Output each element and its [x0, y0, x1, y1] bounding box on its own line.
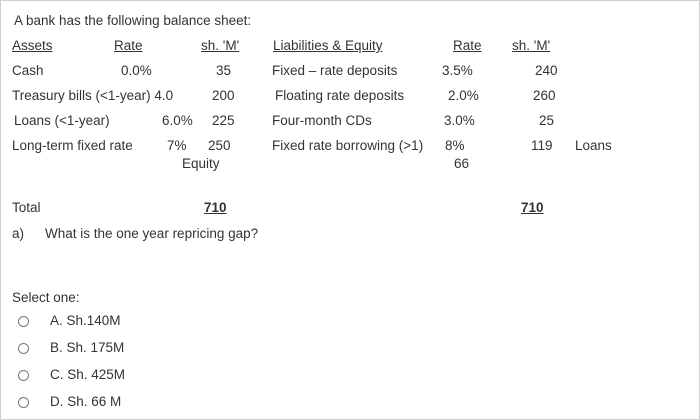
liability-name: Floating rate deposits: [275, 88, 405, 103]
asset-name: Long-term fixed rate: [12, 138, 133, 153]
asset-name: Treasury bills (<1-year) 4.0: [12, 88, 174, 103]
header-sh-left: sh. 'M': [201, 38, 240, 53]
liability-amount: 260: [533, 88, 556, 103]
asset-rate: 0.0%: [121, 63, 152, 78]
header-rate-left: Rate: [114, 38, 143, 53]
liability-amount: 240: [535, 63, 558, 78]
option-d-radio[interactable]: [18, 397, 29, 408]
asset-name: Cash: [12, 63, 44, 78]
header-liabilities: Liabilities & Equity: [273, 38, 383, 53]
asset-amount: 200: [212, 88, 235, 103]
total-assets: 710: [204, 200, 227, 215]
question-intro: A bank has the following balance sheet:: [14, 13, 252, 28]
liability-name: Fixed – rate deposits: [272, 63, 398, 78]
row-note: Loans: [575, 138, 612, 153]
equity-value: 66: [454, 156, 470, 171]
liability-name: Four-month CDs: [272, 113, 372, 128]
header-sh-right: sh. 'M': [512, 38, 551, 53]
select-prompt: Select one:: [12, 290, 80, 305]
liability-rate: 3.0%: [444, 113, 475, 128]
header-assets: Assets: [12, 38, 53, 53]
option-b-label[interactable]: B. Sh. 175M: [50, 340, 125, 355]
liability-rate: 3.5%: [442, 63, 473, 78]
option-a-label[interactable]: A. Sh.140M: [50, 313, 121, 328]
option-c-label[interactable]: C. Sh. 425M: [50, 367, 126, 382]
option-a-radio[interactable]: [18, 316, 29, 327]
option-c-radio[interactable]: [18, 370, 29, 381]
option-d-label[interactable]: D. Sh. 66 M: [50, 394, 122, 409]
part-marker: a): [12, 226, 25, 241]
asset-rate: 6.0%: [162, 113, 193, 128]
liability-amount: 25: [539, 113, 555, 128]
liability-name: Fixed rate borrowing (>1): [272, 138, 424, 153]
total-label: Total: [12, 200, 41, 215]
liability-amount: 119: [531, 138, 553, 153]
total-liabilities: 710: [521, 200, 544, 215]
option-b-radio[interactable]: [18, 343, 29, 354]
asset-amount: 225: [212, 113, 235, 128]
equity-label: Equity: [182, 156, 220, 171]
liability-rate: 8%: [445, 138, 465, 153]
asset-rate: 7%: [167, 138, 187, 153]
asset-amount: 250: [208, 138, 231, 153]
asset-name: Loans (<1-year): [14, 113, 110, 128]
asset-amount: 35: [216, 63, 232, 78]
liability-rate: 2.0%: [448, 88, 479, 103]
header-rate-right: Rate: [453, 38, 482, 53]
question-text: What is the one year repricing gap?: [45, 226, 259, 241]
